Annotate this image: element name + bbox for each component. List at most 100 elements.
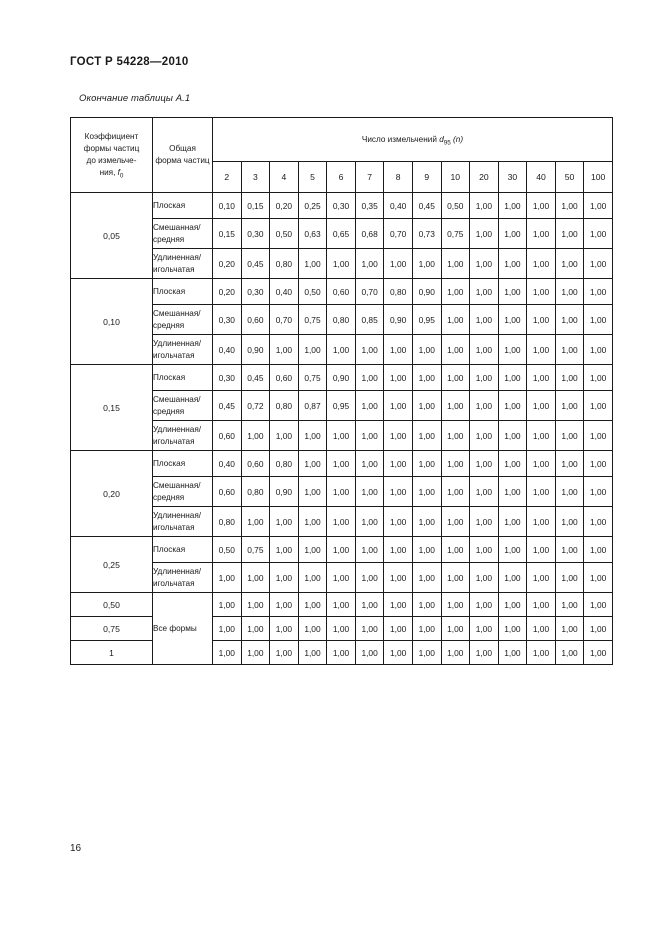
cell-value: 0,90 — [326, 364, 356, 391]
header-column-9: 9 — [411, 161, 442, 193]
table-row: Удлиненная/игольчатая 0,80 1,00 1,00 1,00 1,0… — [71, 506, 613, 537]
cell-value: 1,00 — [554, 640, 585, 665]
shape-elong-line1: Удлиненная/ — [153, 567, 202, 577]
cell-value: 0,40 — [212, 450, 242, 477]
cell-value: 1,00 — [212, 640, 242, 665]
cell-value: 1,00 — [583, 248, 613, 279]
cell-value: 0,50 — [440, 192, 471, 219]
cell-value: 1,00 — [497, 536, 528, 563]
header-column-2: 2 — [212, 161, 242, 193]
cell-value: 1,00 — [212, 592, 242, 617]
cell-value: 1,00 — [383, 506, 413, 537]
cell-value: 1,00 — [440, 640, 471, 665]
cell-value: 0,80 — [383, 278, 413, 305]
cell-value: 1,00 — [440, 476, 471, 507]
table-row: 0,15 Плоская 0,30 0,45 0,60 0,75 0,90 1,00 1,00 1… — [70, 364, 613, 451]
cell-value: 0,30 — [240, 218, 271, 249]
cell-value: 1,00 — [440, 592, 471, 617]
header-coef-line2: формы частиц — [83, 144, 140, 154]
cell-value: 1,00 — [383, 562, 413, 593]
table-row: 0,10 Плоская 0,20 0,30 0,40 0,50 0,60 0,70 0,80 0… — [70, 278, 613, 365]
cell-value: 0,10 — [212, 192, 242, 219]
cell-value: 1,00 — [554, 364, 585, 391]
cell-value: 1,00 — [240, 592, 271, 617]
header-coef-line4: ния, — [99, 167, 118, 177]
cell-value: 1,00 — [440, 536, 471, 563]
cell-value: 0,63 — [297, 218, 328, 249]
shape-elong-line2: игольчатая — [153, 436, 195, 446]
header-shape-cell: Общая форма частиц — [152, 117, 213, 193]
cell-value: 1,00 — [326, 248, 356, 279]
table-row: Смешанная/средняя 0,15 0,30 0,50 0,63 0,65 0,6… — [71, 218, 613, 249]
cell-value: 1,00 — [497, 364, 528, 391]
cell-value: 0,75 — [440, 218, 471, 249]
cell-value: 1,00 — [526, 616, 556, 641]
shape-elong-line1: Удлиненная/ — [153, 425, 202, 435]
cell-value: 1,00 — [469, 248, 499, 279]
cell-value: 1,00 — [240, 506, 271, 537]
cell-value: 1,00 — [497, 476, 528, 507]
cell-value: 0,20 — [212, 278, 242, 305]
cell-value: 1,00 — [354, 364, 385, 391]
cell-value: 1,00 — [440, 420, 471, 451]
cell-value: 1,00 — [440, 278, 471, 305]
cell-value: 1,00 — [583, 536, 613, 563]
cell-value: 0,60 — [326, 278, 356, 305]
cell-value: 1,00 — [526, 390, 556, 421]
cell-value: 1,00 — [326, 536, 356, 563]
cell-value: 1,00 — [526, 278, 556, 305]
coefficient-value: 0,10 — [70, 278, 153, 365]
cell-value: 1,00 — [583, 616, 613, 641]
coefficient-value: 0,20 — [70, 450, 153, 537]
coefficient-table: Коэффициент формы частиц до измельче- ни… — [70, 117, 613, 665]
cell-value: 1,00 — [497, 218, 528, 249]
cell-value: 1,00 — [526, 476, 556, 507]
shape-elong-line2: игольчатая — [153, 350, 195, 360]
cell-value: 0,40 — [269, 278, 299, 305]
page-number: 16 — [70, 843, 82, 854]
header-span-symbol: d — [439, 135, 444, 144]
table-row: 0,75 1,00 1,00 1,00 1,00 1,00 1,00 1,00 1,00 1,00… — [70, 616, 613, 641]
cell-value: 1,00 — [526, 192, 556, 219]
cell-value: 1,00 — [354, 334, 385, 365]
cell-value: 1,00 — [383, 592, 413, 617]
shape-label-elongated: Удлиненная/игольчатая — [152, 420, 213, 451]
cell-value: 1,00 — [326, 592, 356, 617]
cell-value: 1,00 — [554, 304, 585, 335]
cell-value: 1,00 — [326, 616, 356, 641]
cell-value: 1,00 — [554, 278, 585, 305]
cell-value: 1,00 — [440, 562, 471, 593]
header-column-40: 40 — [526, 161, 556, 193]
shape-mixed-line2: средняя — [153, 320, 185, 330]
shape-mixed-line2: средняя — [153, 234, 185, 244]
shape-mixed-line1: Смешанная/ — [153, 481, 201, 491]
shape-label-elongated: Удлиненная/игольчатая — [152, 562, 213, 593]
cell-value: 1,00 — [326, 640, 356, 665]
cell-value: 1,00 — [240, 640, 271, 665]
cell-value: 0,73 — [411, 218, 442, 249]
cell-value: 1,00 — [269, 420, 299, 451]
cell-value: 0,75 — [297, 364, 328, 391]
cell-value: 1,00 — [469, 390, 499, 421]
cell-value: 1,00 — [554, 192, 585, 219]
header-column-30: 30 — [497, 161, 528, 193]
header-coef-line3: до измельче- — [86, 156, 137, 165]
cell-value: 0,75 — [297, 304, 328, 335]
cell-value: 1,00 — [411, 420, 442, 451]
cell-value: 1,00 — [497, 248, 528, 279]
cell-value: 1,00 — [411, 364, 442, 391]
cell-value: 1,00 — [583, 562, 613, 593]
cell-value: 1,00 — [411, 536, 442, 563]
cell-value: 0,60 — [240, 304, 271, 335]
cell-value: 1,00 — [554, 420, 585, 451]
cell-value: 1,00 — [411, 506, 442, 537]
cell-value: 1,00 — [469, 218, 499, 249]
cell-value: 0,80 — [269, 390, 299, 421]
table-row: Удлиненная/игольчатая 1,00 1,00 1,00 1,00 1,0… — [71, 562, 613, 593]
header-column-20: 20 — [469, 161, 499, 193]
cell-value: 0,60 — [212, 420, 242, 451]
header-coefficient-cell: Коэффициент формы частиц до измельче- ни… — [70, 117, 153, 193]
cell-value: 1,00 — [497, 192, 528, 219]
cell-value: 0,85 — [354, 304, 385, 335]
cell-value: 1,00 — [440, 304, 471, 335]
